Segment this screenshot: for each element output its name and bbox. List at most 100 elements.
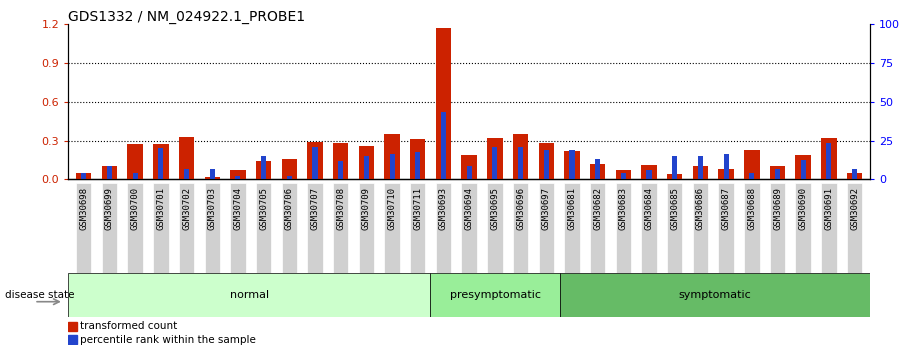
- Bar: [384, 134, 400, 179]
- Text: GSM30690: GSM30690: [799, 187, 808, 230]
- Bar: [68, 322, 77, 331]
- Bar: [667, 174, 682, 179]
- Bar: [744, 150, 760, 179]
- Bar: [852, 169, 857, 179]
- Bar: [692, 167, 708, 179]
- Text: GSM30684: GSM30684: [644, 187, 653, 230]
- Text: GSM30698: GSM30698: [79, 187, 88, 230]
- Bar: [410, 139, 425, 179]
- Bar: [564, 151, 579, 179]
- Text: GSM30689: GSM30689: [773, 187, 782, 230]
- Bar: [179, 137, 194, 179]
- Text: symptomatic: symptomatic: [679, 290, 752, 300]
- Bar: [281, 159, 297, 179]
- Bar: [153, 145, 169, 179]
- Bar: [102, 167, 118, 179]
- Bar: [210, 169, 215, 179]
- Bar: [287, 176, 292, 179]
- Text: disease state: disease state: [5, 290, 74, 300]
- Text: GSM30681: GSM30681: [568, 187, 577, 230]
- Bar: [821, 138, 836, 179]
- Bar: [518, 147, 523, 179]
- Bar: [698, 156, 703, 179]
- Bar: [744, 183, 760, 273]
- Bar: [68, 273, 430, 317]
- Bar: [179, 183, 194, 273]
- Bar: [410, 183, 425, 273]
- Bar: [128, 183, 143, 273]
- Text: GSM30701: GSM30701: [157, 187, 165, 230]
- Text: GSM30697: GSM30697: [542, 187, 551, 230]
- Bar: [153, 183, 169, 273]
- Bar: [333, 143, 348, 179]
- Bar: [102, 183, 118, 273]
- Text: GSM30699: GSM30699: [105, 187, 114, 230]
- Bar: [390, 154, 394, 179]
- Text: GSM30682: GSM30682: [593, 187, 602, 230]
- Bar: [487, 138, 503, 179]
- Bar: [492, 147, 497, 179]
- Text: GSM30708: GSM30708: [336, 187, 345, 230]
- Bar: [513, 134, 528, 179]
- Bar: [770, 167, 785, 179]
- Bar: [435, 28, 451, 179]
- Bar: [590, 164, 605, 179]
- Bar: [415, 152, 420, 179]
- Bar: [569, 150, 575, 179]
- Bar: [256, 183, 271, 273]
- Text: GSM30703: GSM30703: [208, 187, 217, 230]
- Bar: [363, 156, 369, 179]
- Text: GSM30705: GSM30705: [259, 187, 268, 230]
- Bar: [749, 173, 754, 179]
- Text: GSM30686: GSM30686: [696, 187, 705, 230]
- Bar: [230, 170, 246, 179]
- Text: GSM30700: GSM30700: [130, 187, 139, 230]
- Text: GSM30706: GSM30706: [285, 187, 294, 230]
- Bar: [128, 145, 143, 179]
- Bar: [184, 169, 189, 179]
- Text: GSM30696: GSM30696: [516, 187, 525, 230]
- Bar: [441, 112, 446, 179]
- Bar: [801, 160, 805, 179]
- Bar: [76, 173, 91, 179]
- Bar: [564, 183, 579, 273]
- Bar: [333, 183, 348, 273]
- Bar: [307, 142, 322, 179]
- Text: GSM30710: GSM30710: [387, 187, 396, 230]
- Bar: [261, 156, 266, 179]
- Bar: [384, 183, 400, 273]
- Bar: [435, 183, 451, 273]
- Bar: [338, 161, 343, 179]
- Text: GSM30685: GSM30685: [670, 187, 680, 230]
- Bar: [544, 150, 548, 179]
- Bar: [641, 165, 657, 179]
- Text: GSM30688: GSM30688: [747, 187, 756, 230]
- Bar: [204, 177, 220, 179]
- Text: GSM30692: GSM30692: [850, 187, 859, 230]
- Text: GSM30687: GSM30687: [722, 187, 731, 230]
- Bar: [235, 176, 241, 179]
- Bar: [462, 183, 476, 273]
- Text: transformed count: transformed count: [80, 322, 177, 332]
- Bar: [81, 173, 87, 179]
- Text: presymptomatic: presymptomatic: [449, 290, 540, 300]
- Text: GSM30711: GSM30711: [414, 187, 423, 230]
- Bar: [133, 173, 138, 179]
- Bar: [430, 273, 559, 317]
- Bar: [159, 148, 163, 179]
- Bar: [538, 183, 554, 273]
- Text: GSM30691: GSM30691: [824, 187, 834, 230]
- Bar: [719, 169, 734, 179]
- Bar: [590, 183, 605, 273]
- Bar: [538, 143, 554, 179]
- Bar: [462, 155, 476, 179]
- Bar: [826, 143, 832, 179]
- Bar: [616, 170, 631, 179]
- Text: GSM30709: GSM30709: [362, 187, 371, 230]
- Bar: [281, 183, 297, 273]
- Bar: [204, 183, 220, 273]
- Bar: [719, 183, 734, 273]
- Bar: [641, 183, 657, 273]
- Bar: [847, 173, 863, 179]
- Bar: [595, 159, 600, 179]
